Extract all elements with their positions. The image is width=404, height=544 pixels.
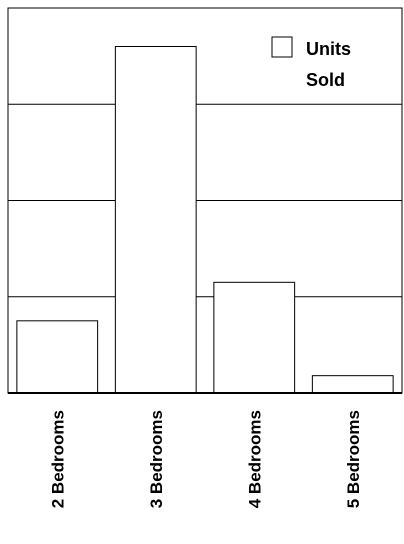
bars [16,46,394,394]
bar-2-bedrooms [16,320,99,394]
legend-swatch [271,36,293,58]
x-tick-label: 4 Bedrooms [245,410,264,508]
x-tick-label: 2 Bedrooms [48,410,67,508]
bar-3-bedrooms [114,46,197,394]
x-tick-label: 5 Bedrooms [344,410,363,508]
x-tick-label: 3 Bedrooms [147,410,166,508]
legend-label-line1: Units [306,39,351,59]
legend-label-line2: Sold [306,70,345,90]
bar-5-bedrooms [311,375,394,394]
gridlines [8,103,402,298]
x-tick-labels: 2 Bedrooms 3 Bedrooms 4 Bedrooms 5 Bedrooms [48,410,363,508]
legend: Units Sold [271,36,351,90]
axes [7,7,403,394]
bar-4-bedrooms [213,281,296,394]
